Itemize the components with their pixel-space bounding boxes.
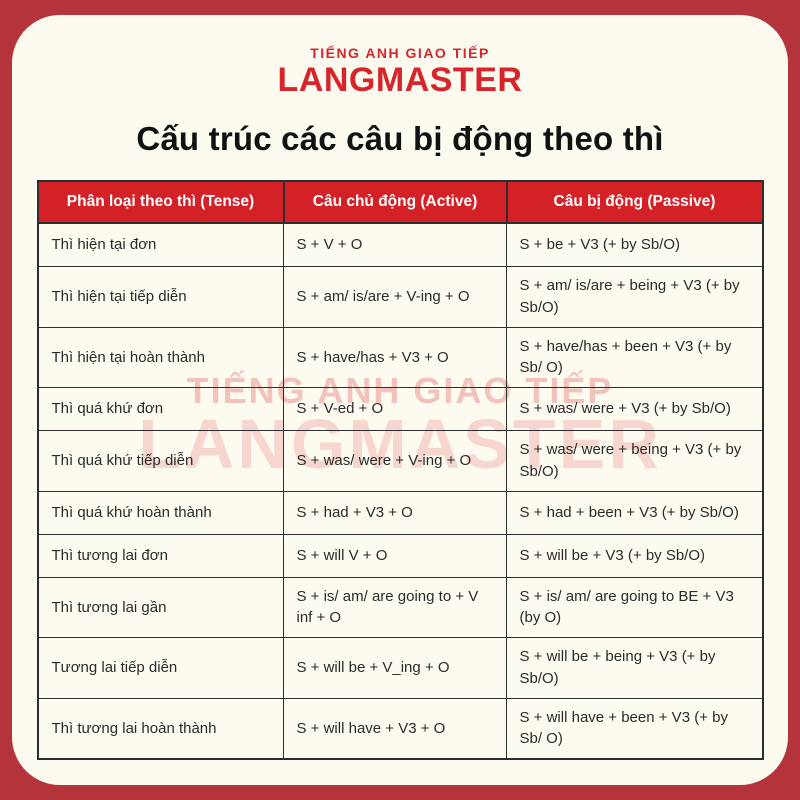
table-row: Thì tương lai hoàn thành S + will have +… — [38, 697, 762, 759]
page-title: Cấu trúc các câu bị động theo thì — [136, 120, 664, 158]
cell-tense: Thì hiện tại tiếp diễn — [51, 288, 187, 306]
cell-passive: S + had + been + V3 (+ by Sb/O) — [505, 491, 762, 534]
cell-active: S + V + O — [282, 224, 506, 267]
passive-voice-table: Phân loại theo thì (Tense) Câu chủ động … — [36, 180, 764, 761]
cell-tense: Thì hiện tại đơn — [51, 236, 157, 254]
cell-tense: Thì tương lai hoàn thành — [51, 719, 217, 737]
cell-passive: S + will be + V3 (+ by Sb/O) — [505, 534, 762, 577]
cell-active: S + is/ am/ are going to + V inf + O — [282, 577, 506, 638]
table-row: Thì quá khứ đơn S + V-ed + O S + was/ we… — [38, 387, 762, 431]
cell-passive: S + was/ were + V3 (+ by Sb/O) — [505, 388, 762, 431]
langmaster-logo: TIẾNG ANH GIAO TIẾP LANGMASTER — [12, 15, 788, 100]
cell-tense: Thì tương lai đơn — [51, 546, 168, 564]
table-row: Thì hiện tại đơn S + V + O S + be + V3 (… — [38, 222, 762, 267]
cell-passive: S + have/has + been + V3 (+ by Sb/ O) — [505, 327, 762, 388]
cell-active: S + had + V3 + O — [282, 491, 506, 534]
cell-tense: Thì quá khứ hoàn thành — [51, 503, 212, 521]
cell-tense: Tương lai tiếp diễn — [51, 659, 178, 677]
cell-passive: S + was/ were + being + V3 (+ by Sb/O) — [505, 431, 762, 491]
cell-active: S + will V + O — [282, 534, 506, 577]
table-row: Thì tương lai gần S + is/ am/ are going … — [38, 576, 762, 638]
cell-active: S + will be + V_ing + O — [282, 638, 506, 698]
column-header-active: Câu chủ động (Active) — [282, 182, 506, 223]
cell-tense: Thì quá khứ tiếp diễn — [51, 452, 194, 470]
table-row: Thì hiện tại hoàn thành S + have/has + V… — [38, 326, 762, 388]
column-header-passive: Câu bị động (Passive) — [505, 182, 762, 223]
cell-active: S + am/ is/are + V-ing + O — [282, 267, 506, 327]
cell-passive: S + will be + being + V3 (+ by Sb/O) — [505, 638, 762, 698]
cell-active: S + have/has + V3 + O — [282, 327, 506, 388]
table-row: Thì quá khứ tiếp diễn S + was/ were + V-… — [38, 430, 762, 491]
cell-active: S + V-ed + O — [282, 388, 506, 431]
cell-active: S + will have + V3 + O — [282, 698, 506, 759]
poster-card: TIẾNG ANH GIAO TIẾP LANGMASTER Cấu trúc … — [12, 15, 788, 785]
table-row: Tương lai tiếp diễn S + will be + V_ing … — [38, 637, 762, 698]
cell-passive: S + am/ is/are + being + V3 (+ by Sb/O) — [505, 267, 762, 327]
table-header-row: Phân loại theo thì (Tense) Câu chủ động … — [38, 182, 762, 223]
table-row: Thì tương lai đơn S + will V + O S + wil… — [38, 533, 762, 577]
cell-passive: S + is/ am/ are going to BE + V3 (by O) — [505, 577, 762, 638]
table-row: Thì hiện tại tiếp diễn S + am/ is/are + … — [38, 266, 762, 327]
column-header-tense: Phân loại theo thì (Tense) — [66, 193, 255, 211]
cell-tense: Thì tương lai gần — [51, 598, 167, 616]
cell-passive: S + will have + been + V3 (+ by Sb/ O) — [505, 698, 762, 759]
logo-tagline: TIẾNG ANH GIAO TIẾP — [310, 45, 490, 61]
cell-tense: Thì hiện tại hoàn thành — [51, 348, 205, 366]
table-row: Thì quá khứ hoàn thành S + had + V3 + O … — [38, 490, 762, 534]
logo-brand: LANGMASTER — [277, 61, 523, 100]
cell-passive: S + be + V3 (+ by Sb/O) — [505, 224, 762, 267]
cell-tense: Thì quá khứ đơn — [51, 400, 164, 418]
cell-active: S + was/ were + V-ing + O — [282, 431, 506, 491]
